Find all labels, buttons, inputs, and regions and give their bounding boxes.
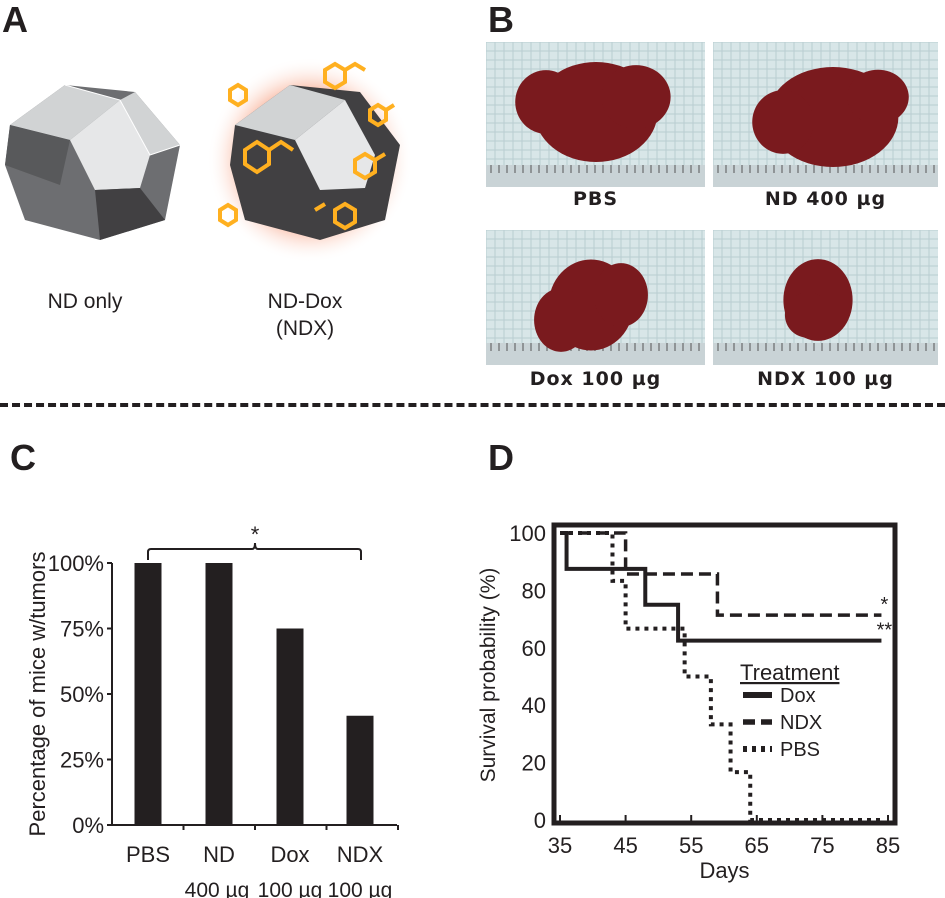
series-ndx bbox=[560, 531, 882, 617]
x-tick-label: 55 bbox=[679, 833, 703, 858]
ndx-label-line1: ND-Dox bbox=[267, 290, 343, 313]
y-axis-label: Survival probability (%) bbox=[477, 568, 500, 783]
series-pbs bbox=[560, 531, 882, 822]
x-tick-sublabel: 400 µg bbox=[185, 879, 250, 898]
survival-chart: 35 45 55 65 75 85020406080100***TreatmentDoxN… bbox=[477, 521, 900, 883]
x-tick-label: 65 bbox=[745, 833, 769, 858]
panel-c-letter: C bbox=[10, 437, 36, 478]
significance-ndx: * bbox=[881, 594, 889, 616]
x-tick-label: 75 bbox=[810, 833, 834, 858]
y-tick-label: 80 bbox=[522, 578, 546, 603]
y-axis-label: Percentage of mice w/tumors bbox=[25, 552, 50, 837]
photo-label: Dox 100 µg bbox=[529, 368, 662, 390]
y-tick-label: 0 bbox=[534, 808, 546, 833]
y-tick-label: 0% bbox=[72, 813, 104, 838]
legend-label-ndx: NDX bbox=[780, 712, 822, 734]
panel-a-letter: A bbox=[2, 0, 28, 40]
x-tick-label: NDX bbox=[337, 842, 384, 867]
x-tick-sublabel: 100 µg bbox=[258, 879, 323, 898]
y-tick-label: 20 bbox=[522, 751, 546, 776]
x-tick-label: ND bbox=[203, 842, 235, 867]
series-dox bbox=[560, 531, 882, 643]
x-tick-sublabel: 100 µg bbox=[328, 879, 393, 898]
bar-dox bbox=[276, 628, 304, 825]
photo-label: PBS bbox=[572, 188, 619, 210]
x-tick-label: PBS bbox=[126, 842, 170, 867]
tumor-photo bbox=[712, 229, 938, 365]
tumor-photo bbox=[485, 41, 705, 187]
y-tick-label: 60 bbox=[522, 636, 546, 661]
y-tick-label: 100 bbox=[509, 521, 546, 546]
x-tick-label: Dox bbox=[270, 842, 309, 867]
bar-nd bbox=[205, 563, 233, 825]
tumor-bar-chart: 0% 25% 50% 75% 100% PBS ND 400 µg Dox 100 µg NDX 10… bbox=[25, 522, 399, 898]
tumor-photo bbox=[712, 41, 938, 187]
x-tick-label: 45 bbox=[613, 833, 637, 858]
x-tick-label: 85 bbox=[876, 833, 900, 858]
legend-label-dox: Dox bbox=[780, 685, 816, 707]
panel-b-letter: B bbox=[488, 0, 514, 40]
y-tick-label: 100% bbox=[48, 551, 104, 576]
ndx-polyhedron-icon bbox=[207, 57, 413, 263]
significance-bracket bbox=[147, 542, 362, 560]
panel-d-letter: D bbox=[488, 437, 514, 478]
x-tick-label: 35 bbox=[548, 833, 572, 858]
legend-label-pbs: PBS bbox=[780, 739, 820, 761]
bar-ndx bbox=[346, 715, 374, 825]
significance-dox: ** bbox=[877, 620, 893, 642]
plot-frame bbox=[551, 522, 898, 826]
nd-only-label: ND only bbox=[47, 290, 123, 313]
y-tick-label: 50% bbox=[60, 682, 104, 707]
ndx-label-line2: (NDX) bbox=[275, 317, 335, 340]
photo-label: NDX 100 µg bbox=[757, 368, 894, 390]
bar-pbs bbox=[134, 563, 162, 825]
nd-polyhedron-icon bbox=[5, 84, 181, 240]
tumor-photo bbox=[485, 229, 705, 365]
panel-divider bbox=[0, 403, 945, 407]
legend-title: Treatment bbox=[740, 660, 839, 685]
y-tick-label: 75% bbox=[60, 617, 104, 642]
photo-label: ND 400 µg bbox=[764, 188, 887, 210]
x-axis-label: Days bbox=[699, 858, 749, 883]
y-tick-label: 25% bbox=[60, 748, 104, 773]
y-tick-label: 40 bbox=[522, 693, 546, 718]
significance-star: * bbox=[251, 522, 260, 547]
